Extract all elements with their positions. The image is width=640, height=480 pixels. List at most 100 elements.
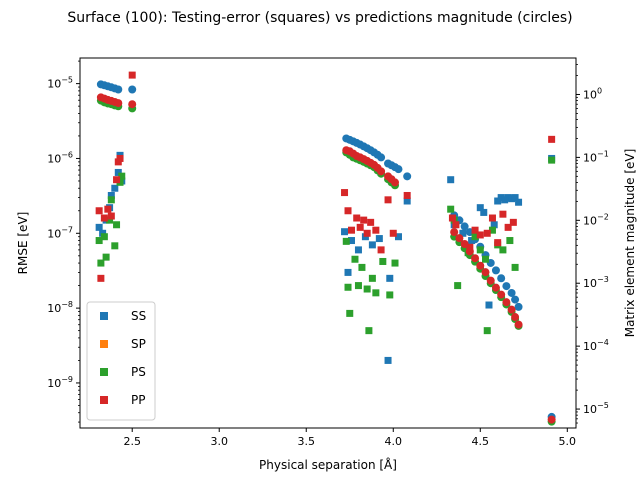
ps-error-point xyxy=(113,221,121,229)
ss-error-point xyxy=(485,301,493,309)
pp-error-point xyxy=(113,176,121,184)
ps-error-point xyxy=(379,257,387,265)
pp-magnitude-point xyxy=(507,305,516,314)
ss-error-point xyxy=(384,356,392,364)
ss-error-point xyxy=(354,246,362,254)
ss-error-point xyxy=(375,235,383,243)
pp-error-point xyxy=(499,210,507,218)
x-tick-label: 2.5 xyxy=(123,435,141,448)
pp-magnitude-point xyxy=(491,283,500,292)
ss-error-point xyxy=(515,198,523,206)
ps-error-point xyxy=(506,237,514,245)
x-tick-label: 4.0 xyxy=(385,435,403,448)
pp-magnitude-point xyxy=(377,167,386,176)
ss-magnitude-point xyxy=(377,153,386,162)
ps-error-point xyxy=(482,255,490,263)
x-axis: 2.5 3.0 3.5 4.0 4.5 5.0 xyxy=(123,428,576,448)
pp-error-point xyxy=(448,214,456,222)
ss-error-point xyxy=(347,237,355,245)
ps-error-point xyxy=(354,282,362,290)
ss-magnitude-point xyxy=(502,282,511,291)
pp-error-point xyxy=(97,274,105,282)
x-tick-label: 3.5 xyxy=(297,435,315,448)
pp-error-point xyxy=(104,205,112,213)
x-axis-label: Physical separation [Å] xyxy=(259,457,397,472)
y-tick-label: 10−5 xyxy=(47,76,73,91)
ss-error-point xyxy=(368,241,376,249)
ps-error-point xyxy=(391,259,399,267)
y-tick-label: 10−9 xyxy=(47,375,73,390)
ps-error-point xyxy=(368,274,376,282)
pp-error-point xyxy=(356,223,364,231)
pp-error-point xyxy=(494,239,502,247)
ps-error-point xyxy=(548,156,556,164)
ss-error-point xyxy=(480,208,488,216)
ps-error-point xyxy=(351,255,359,263)
pp-error-point xyxy=(360,216,368,224)
y-axis-right: 10−5 10−4 10−3 10−2 10−1 100 xyxy=(576,64,609,424)
ss-error-point xyxy=(111,184,119,192)
ps-error-point xyxy=(363,285,371,293)
pp-error-point xyxy=(116,154,124,162)
pp-magnitude-point xyxy=(465,247,474,256)
ss-error-point xyxy=(459,229,467,237)
legend-swatch-ps xyxy=(100,368,108,376)
y-tick-label: 10−7 xyxy=(47,225,73,240)
pp-error-point xyxy=(341,189,349,197)
pp-magnitude-point xyxy=(128,100,137,109)
ps-error-point xyxy=(454,282,462,290)
y2-tick-label: 10−1 xyxy=(583,149,609,164)
pp-error-point xyxy=(466,243,474,251)
ss-magnitude-point xyxy=(507,288,516,297)
y2-tick-label: 10−2 xyxy=(583,212,609,227)
ss-error-point xyxy=(114,168,122,176)
ss-error-point xyxy=(403,197,411,205)
ss-magnitude-point xyxy=(403,172,412,181)
ss-error-point xyxy=(394,233,402,241)
ss-magnitude-point xyxy=(460,222,469,231)
pp-error-point xyxy=(377,246,385,254)
legend-swatch-ss xyxy=(100,312,108,320)
ps-error-point xyxy=(499,246,507,254)
ss-magnitude-point xyxy=(114,85,123,94)
ss-error-point xyxy=(107,191,115,199)
ss-error-point xyxy=(490,221,498,229)
ps-error-point xyxy=(106,216,114,224)
ss-error-point xyxy=(386,274,394,282)
ps-error-point xyxy=(511,263,519,271)
pp-error-point xyxy=(347,226,355,234)
ps-error-point xyxy=(447,205,455,213)
pp-magnitude-point xyxy=(547,415,556,424)
y-axis-left: 10−9 10−8 10−7 10−6 10−5 xyxy=(47,60,80,423)
y-axis-label: RMSE [eV] xyxy=(16,212,30,275)
pp-error-point xyxy=(488,214,496,222)
pp-error-point xyxy=(504,223,512,231)
x-tick-label: 5.0 xyxy=(559,435,577,448)
pp-error-point xyxy=(389,229,397,237)
y-tick-label: 10−6 xyxy=(47,150,73,165)
pp-error-point xyxy=(509,218,517,226)
pp-magnitude-point xyxy=(514,320,523,329)
ps-error-point xyxy=(102,253,110,261)
y-tick-label: 10−8 xyxy=(47,300,73,315)
pp-error-point xyxy=(476,231,484,239)
pp-magnitude-point xyxy=(460,240,469,249)
ps-error-point xyxy=(344,283,352,291)
pp-magnitude-point xyxy=(391,178,400,187)
pp-magnitude-point xyxy=(471,254,480,263)
pp-error-point xyxy=(548,135,556,143)
y2-tick-label: 10−5 xyxy=(583,401,609,416)
pp-magnitude-point xyxy=(455,234,464,243)
pp-error-point xyxy=(367,218,375,226)
ps-error-point xyxy=(346,309,354,317)
ps-error-point xyxy=(386,291,394,299)
ps-error-point xyxy=(476,246,484,254)
pp-magnitude-point xyxy=(114,99,123,108)
pp-magnitude-point xyxy=(497,290,506,299)
legend-label-pp: PP xyxy=(131,393,145,407)
pp-magnitude-point xyxy=(502,298,511,307)
x-tick-label: 4.5 xyxy=(472,435,490,448)
ps-error-point xyxy=(483,327,491,335)
ss-error-point xyxy=(511,194,519,202)
